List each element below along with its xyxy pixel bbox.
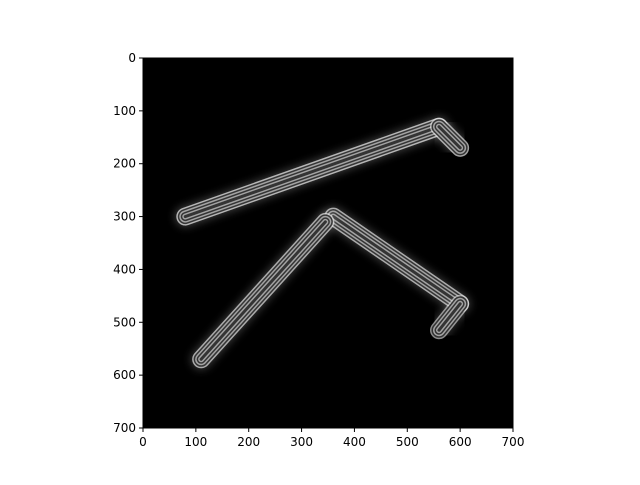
y-tick-label: 700 <box>113 421 136 435</box>
y-tick-label: 200 <box>113 157 136 171</box>
y-tick-label: 600 <box>113 368 136 382</box>
image-layer <box>174 115 472 371</box>
image-stroke <box>174 115 450 228</box>
y-axis: 0 100 200 300 400 500 600 700 <box>113 51 143 435</box>
stroke-band <box>331 215 462 306</box>
x-axis: 0 100 200 300 400 500 600 700 <box>139 428 524 449</box>
x-tick-label: 500 <box>396 435 419 449</box>
y-tick-label: 100 <box>113 104 136 118</box>
y-tick-label: 400 <box>113 262 136 276</box>
plot-frame <box>142 57 514 429</box>
x-tick-label: 300 <box>290 435 313 449</box>
y-tick-label: 0 <box>128 51 136 65</box>
x-tick-label: 200 <box>237 435 260 449</box>
x-tick-label: 400 <box>343 435 366 449</box>
x-tick-label: 600 <box>449 435 472 449</box>
image-stroke <box>428 115 472 159</box>
x-tick-label: 0 <box>139 435 147 449</box>
x-tick-label: 100 <box>184 435 207 449</box>
image-stroke <box>190 210 337 371</box>
image-stroke <box>428 292 472 342</box>
y-tick-label: 500 <box>113 315 136 329</box>
plot-background <box>143 58 513 428</box>
x-tick-label: 700 <box>502 435 525 449</box>
stroke-band <box>183 125 441 219</box>
stroke-band <box>437 125 462 150</box>
y-tick-label: 300 <box>113 210 136 224</box>
image-stroke <box>322 205 472 315</box>
stroke-band <box>199 220 327 361</box>
stroke-band <box>437 302 462 332</box>
